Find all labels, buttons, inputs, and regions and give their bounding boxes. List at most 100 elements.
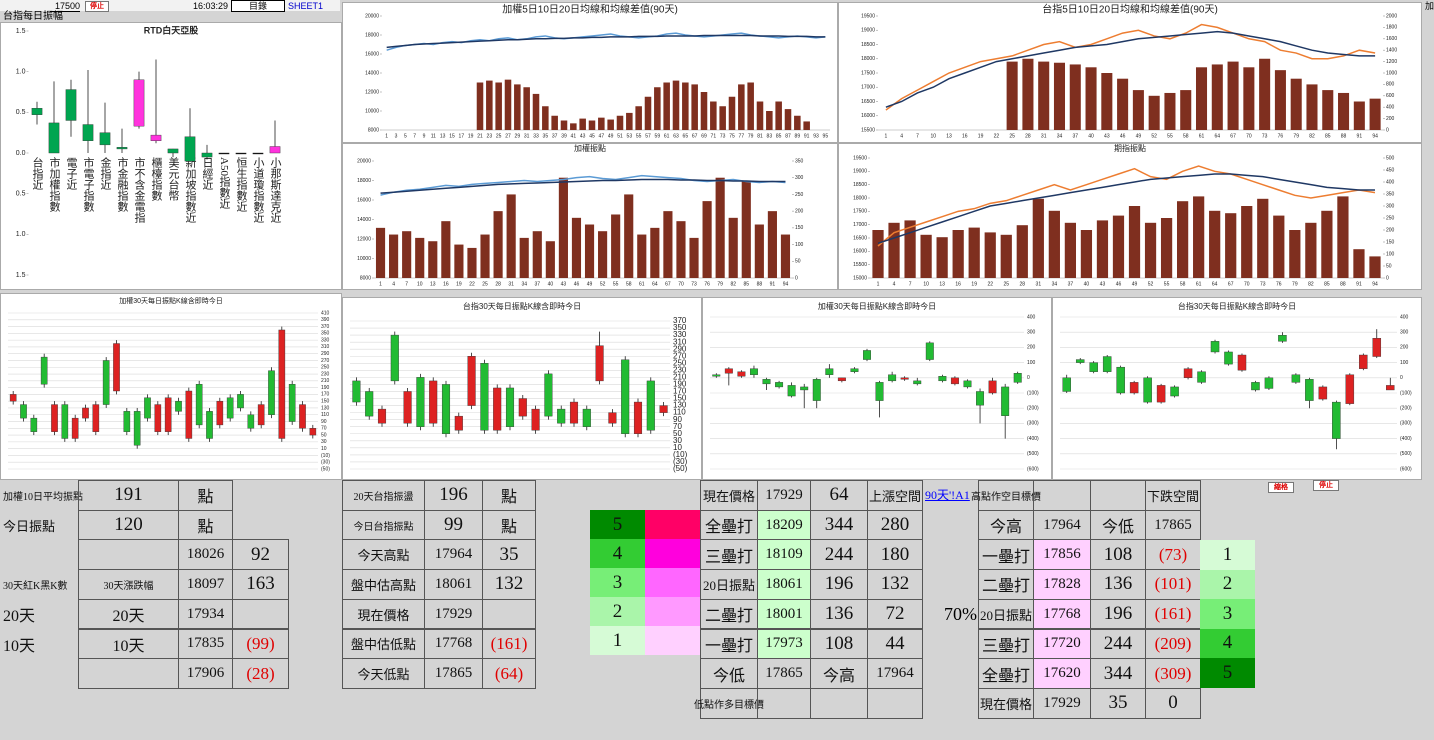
tick-label: 130 [321,405,330,411]
candle-body [390,334,399,382]
table-cell: 加權10日平均振點 [3,491,83,503]
bar [984,232,996,278]
x-tick-label: 1 [877,281,880,287]
table-cell: 72 [867,598,923,630]
bar [1369,256,1381,278]
chart: 加權5日10日20日均線和均線差值(90天) 8000 10000 12000 1400… [342,2,838,143]
tick-label: 1000 [1386,70,1397,76]
x-tick-label: 76 [704,281,710,287]
x-tick-label: 7 [916,133,919,139]
table-cell: (161) [1145,598,1201,630]
candle-body [269,146,281,154]
bar [1274,70,1286,130]
stop-button[interactable]: 停止 [1313,480,1339,491]
x-tick-label: 25 [482,281,488,287]
tick-label: 16500 [861,99,875,105]
bar [1112,215,1125,278]
candle-body [875,382,884,401]
tick-label: 16000 [861,113,875,119]
tick-label: 290 [321,351,330,357]
bar [754,224,764,278]
ladder-cell: 4 [590,539,645,568]
x-tick-label: 67 [1230,133,1236,139]
bar [545,241,555,278]
x-tick-label: 51 [617,133,623,139]
x-tick-label: 40 [1084,281,1090,287]
candle-body [1224,351,1233,365]
table-cell [0,658,79,689]
table-cell: 108 [1090,539,1146,571]
bar [747,82,754,130]
hyperlink[interactable]: 90天'!A1 [925,488,970,502]
bar [571,217,582,278]
tick-label: 16500 [853,235,867,241]
candle-body [82,124,94,141]
bar [1101,73,1113,130]
bar [1032,198,1044,278]
table-cell: 一壘打 [700,628,758,660]
x-tick-label: 11 [431,133,436,139]
table-cell [232,598,289,630]
value-cell: 17500 [50,1,80,12]
menu-button[interactable]: 目錄 [231,0,285,12]
candle-body [1291,374,1301,383]
tick-label: 100 [795,242,804,248]
x-tick-label: 市不含金電指 [133,156,146,224]
chart-title: 加權30天每日振點K線含即時今日 [818,301,936,311]
bar [1022,58,1034,130]
tick-label: 0.5 [16,191,26,198]
tick-label: (600) [1400,466,1412,472]
bar [584,224,595,278]
candle-body [988,380,997,394]
x-tick-label: 25 [496,133,502,139]
bar [1322,90,1334,130]
table-cell: 196 [1090,598,1146,630]
candle-body [365,391,374,417]
x-tick-label: 電子近 [65,157,78,190]
tick-label: 400 [1386,179,1395,185]
tick-label: 210 [673,372,687,381]
bar [1016,225,1028,278]
bar [663,82,670,130]
candle-body [1386,385,1395,391]
table-cell: 今日振點 [3,518,56,534]
bar [1128,206,1141,278]
tick-label: 0 [1386,127,1389,133]
candle-body [167,148,179,154]
x-tick-label: 93 [813,133,819,139]
tick-label: 190 [321,385,330,391]
x-tick-label: 88 [1341,133,1347,139]
stop-button[interactable]: 停止 [85,1,109,12]
bar [936,237,948,278]
table-cell: 17865 [757,658,811,689]
sheet-label: 台指每日振幅 [3,11,63,22]
tick-label: (100) [1027,390,1039,396]
candle-body [837,377,846,382]
candle-body [712,374,721,377]
tick-label: 370 [321,324,330,330]
table-cell [810,687,868,719]
candle-body [133,79,145,127]
x-tick-label: 82 [730,281,736,287]
bar [756,101,764,130]
table-cell: 高點作空目標價 [971,480,1041,511]
table-cell: 今低 [700,658,758,689]
tick-label: 0 [795,275,798,281]
tick-label: 1800 [1386,25,1397,31]
bar [920,234,932,278]
x-tick-label: 17 [459,133,465,139]
x-tick-label: 40 [548,281,554,287]
x-tick-label: 47 [599,133,605,139]
ladder-cell: 2 [1200,569,1255,599]
chart-title: 加權振點 [574,143,606,153]
table-cell: 10天 [78,628,179,660]
tick-label: 400 [1400,314,1409,320]
table-cell [867,687,923,719]
tick-label: (400) [1400,436,1412,442]
candle-body [1305,379,1314,401]
bar [1148,95,1160,130]
shrink-button[interactable]: 縮格 [1268,482,1294,493]
ladder-cell: 5 [590,510,645,539]
table-cell: 180 [867,539,923,571]
candle-body [175,400,182,412]
